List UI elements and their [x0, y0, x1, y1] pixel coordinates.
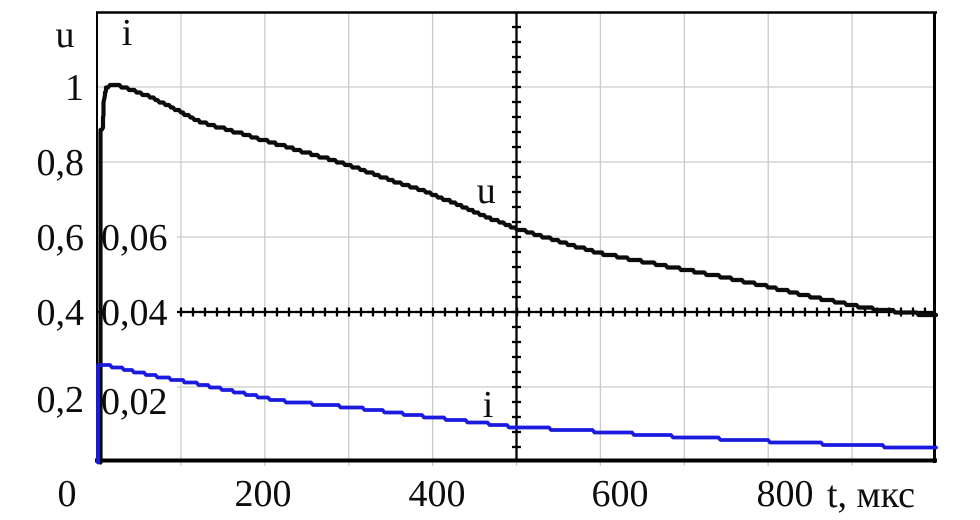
u-tick-label: 0,4 — [37, 292, 85, 334]
x-tick-label: 800 — [757, 473, 814, 515]
i-tick-label: 0,02 — [101, 381, 168, 423]
i-curve-label: i — [483, 384, 494, 426]
u-tick-label: 1 — [65, 67, 84, 109]
i-tick-label-background — [99, 385, 177, 416]
i-tick-label-background — [99, 296, 177, 327]
x-tick-label: 200 — [235, 473, 292, 515]
x-tick-label: 0 — [58, 473, 77, 515]
crosshair-axes — [97, 12, 936, 462]
u-tick-label: 0,8 — [37, 142, 85, 184]
u-curve-label: u — [477, 170, 496, 212]
i-axis-title: i — [122, 12, 133, 54]
u-tick-label: 0,2 — [37, 379, 85, 421]
x-axis-title: t, мкс — [827, 474, 915, 516]
axis-titles: u i t, мкс — [56, 12, 916, 516]
i-tick-label: 0,04 — [101, 292, 168, 334]
x-tick-label: 600 — [592, 473, 649, 515]
i-tick-label: 0,06 — [101, 217, 168, 259]
u-curve — [98, 82, 939, 465]
i-curve — [96, 363, 938, 465]
u-tick-label: 0,6 — [37, 217, 85, 259]
curves: ui — [96, 82, 939, 465]
u-axis-title: u — [56, 14, 75, 56]
x-tick-label: 400 — [409, 473, 466, 515]
i-tick-label-background — [99, 221, 177, 252]
tick-labels: 1 0,8 0,6 0,4 0,2 0,06 0,04 0,02 0 200 400 600 800 — [37, 67, 814, 515]
